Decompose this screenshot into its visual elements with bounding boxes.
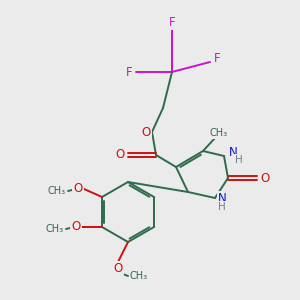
Text: O: O bbox=[116, 148, 124, 161]
Text: O: O bbox=[141, 125, 151, 139]
Text: O: O bbox=[74, 182, 82, 196]
Text: CH₃: CH₃ bbox=[210, 128, 228, 138]
Text: O: O bbox=[113, 262, 123, 275]
Text: N: N bbox=[218, 191, 226, 205]
Text: O: O bbox=[71, 220, 81, 233]
Text: CH₃: CH₃ bbox=[48, 186, 66, 196]
Text: H: H bbox=[218, 202, 226, 212]
Text: F: F bbox=[214, 52, 220, 64]
Text: F: F bbox=[126, 65, 132, 79]
Text: N: N bbox=[229, 146, 237, 160]
Text: H: H bbox=[235, 155, 243, 165]
Text: O: O bbox=[260, 172, 270, 184]
Text: CH₃: CH₃ bbox=[130, 271, 148, 281]
Text: CH₃: CH₃ bbox=[46, 224, 64, 234]
Text: F: F bbox=[169, 16, 175, 29]
